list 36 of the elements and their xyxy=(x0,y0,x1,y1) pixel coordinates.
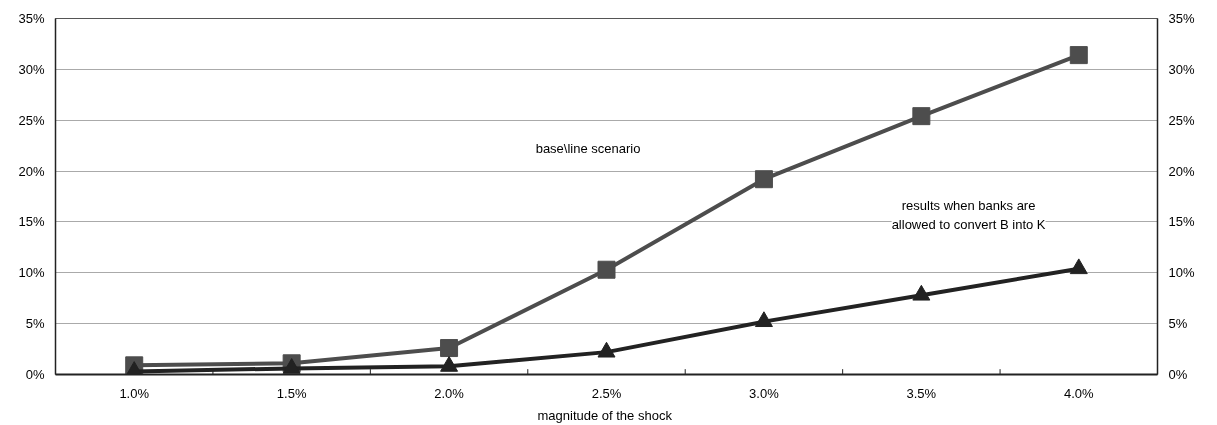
x-tick-label: 3.5% xyxy=(906,385,937,401)
x-tick-label: 3.0% xyxy=(749,385,780,401)
y-tick-label: 20% xyxy=(18,163,45,179)
point xyxy=(754,170,773,189)
y-tick-label: 15% xyxy=(18,214,45,230)
y-tick-label: 0% xyxy=(25,367,45,382)
y2-tick-label: 15% xyxy=(1168,214,1195,230)
point xyxy=(1069,46,1088,65)
annotation: results when banks are allowed to convert B into K xyxy=(891,197,1046,233)
y2-tick-label: 30% xyxy=(1168,61,1195,77)
y2-tick-label: 5% xyxy=(1168,316,1188,332)
y2-tick-label: 20% xyxy=(1168,163,1195,179)
point xyxy=(912,284,931,301)
point xyxy=(1069,258,1088,275)
x-tick-label: 2.5% xyxy=(591,385,622,401)
y2-tick-label: 10% xyxy=(1168,265,1195,281)
y2-tick-label: 35% xyxy=(1168,11,1195,26)
y-tick-label: 25% xyxy=(18,112,45,128)
x-axis-title: magnitude of the shock xyxy=(537,407,673,423)
y-tick-label: 35% xyxy=(18,11,45,26)
x-tick-label: 1.5% xyxy=(276,385,307,401)
y2-tick-label: 25% xyxy=(1168,112,1195,128)
point xyxy=(597,260,616,279)
point xyxy=(912,107,931,126)
point xyxy=(754,311,773,328)
y-tick-label: 5% xyxy=(25,316,45,332)
x-tick-label: 1.0% xyxy=(119,385,150,401)
y-tick-label: 10% xyxy=(18,265,45,281)
x-tick-label: 4.0% xyxy=(1063,385,1095,401)
point xyxy=(282,358,301,374)
annotation: base\line scenario xyxy=(535,140,641,156)
point xyxy=(597,341,616,358)
y2-tick-label: 0% xyxy=(1168,367,1188,382)
point xyxy=(440,356,459,372)
x-tick-label: 2.0% xyxy=(434,385,465,401)
y-tick-label: 30% xyxy=(18,61,45,77)
